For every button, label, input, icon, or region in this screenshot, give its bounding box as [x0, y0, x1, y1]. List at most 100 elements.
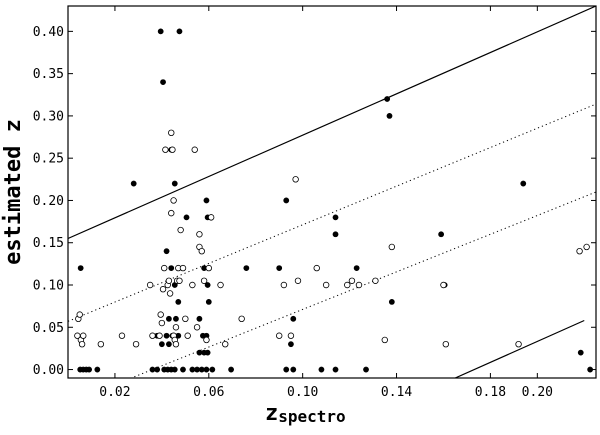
data-point-open	[176, 277, 183, 284]
data-point-filled	[204, 349, 211, 356]
data-point-open	[118, 332, 126, 339]
x-tick-label: 0.20	[522, 385, 553, 400]
data-point-open	[146, 281, 154, 289]
data-point-open	[191, 146, 198, 153]
data-point-open	[193, 324, 201, 331]
data-point-open	[442, 340, 450, 348]
x-tick-label: 0.06	[193, 385, 224, 400]
reference-line-dotted	[130, 191, 596, 378]
data-point-open	[280, 281, 288, 289]
data-point-open	[381, 336, 388, 344]
x-axis-title: zspectro	[265, 401, 346, 426]
data-point-open	[313, 264, 320, 272]
data-point-filled	[384, 96, 391, 102]
data-point-filled	[205, 299, 212, 305]
data-point-open	[198, 247, 205, 255]
data-point-filled	[318, 366, 325, 373]
data-point-open	[322, 281, 330, 289]
data-point-filled	[175, 299, 182, 305]
data-point-open	[196, 231, 203, 238]
data-point-open	[97, 340, 105, 348]
data-point-filled	[166, 341, 172, 348]
data-point-filled	[154, 366, 161, 373]
reference-line-dotted	[68, 103, 596, 322]
data-point-filled	[332, 214, 339, 221]
y-tick-label: 0.35	[33, 67, 64, 82]
data-point-open	[287, 332, 295, 339]
data-point-open	[78, 340, 86, 348]
data-point-open	[161, 264, 168, 272]
data-point-filled	[168, 265, 175, 271]
y-axis-title: estimated z	[1, 119, 26, 265]
data-point-open	[172, 324, 180, 331]
data-point-filled	[353, 265, 360, 271]
data-point-filled	[171, 180, 178, 187]
data-point-filled	[94, 366, 101, 373]
data-point-open	[372, 277, 379, 284]
data-point-open	[294, 277, 302, 284]
data-point-open	[355, 281, 363, 289]
data-point-open	[292, 176, 299, 183]
data-point-filled	[204, 282, 211, 288]
x-tick-label: 0.02	[99, 385, 130, 400]
data-point-open	[158, 319, 166, 327]
data-point-open	[162, 146, 169, 153]
data-point-filled	[388, 299, 395, 305]
data-point-filled	[577, 349, 584, 356]
marks-layer	[68, 6, 596, 378]
data-point-filled	[438, 231, 445, 238]
data-point-filled	[332, 231, 339, 238]
data-point-open	[165, 277, 173, 284]
data-point-open	[170, 197, 177, 204]
data-point-open	[132, 340, 140, 348]
x-tick-label: 0.18	[475, 385, 506, 400]
data-point-filled	[283, 366, 290, 373]
data-point-open	[179, 264, 187, 272]
data-point-open	[576, 247, 583, 255]
data-point-open	[76, 311, 83, 318]
data-point-filled	[283, 197, 290, 204]
data-point-open	[238, 315, 245, 323]
data-point-open	[149, 332, 156, 339]
data-point-open	[348, 277, 356, 284]
y-tick-label: 0.30	[33, 109, 64, 124]
data-point-filled	[166, 315, 172, 322]
data-point-filled	[209, 366, 216, 373]
data-point-open	[222, 340, 229, 348]
data-point-open	[166, 290, 174, 297]
data-point-open	[184, 332, 191, 339]
data-point-filled	[203, 366, 210, 373]
data-point-filled	[163, 332, 170, 339]
data-point-open	[177, 226, 184, 234]
y-tick-label: 0.05	[33, 321, 64, 336]
data-point-filled	[180, 366, 186, 373]
data-point-filled	[157, 28, 164, 35]
ticks-layer: 0.02 0.06 0.10 0.14 0.18 0.20 0.00 0.05 0.10 0.15…	[33, 6, 596, 400]
data-point-open	[205, 264, 212, 272]
data-point-open	[182, 315, 189, 323]
data-point-filled	[520, 180, 527, 187]
data-point-filled	[176, 28, 183, 35]
data-point-filled	[196, 315, 203, 322]
data-point-filled	[171, 366, 178, 373]
y-tick-label: 0.40	[33, 25, 64, 40]
data-point-filled	[77, 265, 84, 271]
data-point-open	[388, 243, 396, 251]
data-point-open	[168, 129, 175, 137]
data-point-filled	[363, 366, 369, 373]
data-point-filled	[86, 366, 93, 373]
data-point-open	[172, 340, 180, 348]
data-point-open	[217, 281, 224, 289]
y-tick-label: 0.00	[33, 363, 64, 378]
data-point-open	[203, 336, 210, 344]
data-point-filled	[158, 341, 165, 348]
data-point-filled	[163, 248, 170, 255]
x-axis-title-main: z	[265, 401, 278, 426]
x-axis-title-sub: spectro	[278, 407, 345, 426]
x-tick-label: 0.10	[287, 385, 318, 400]
plot-frame	[67, 5, 597, 379]
y-tick-label: 0.15	[33, 236, 64, 251]
data-point-open	[157, 311, 164, 318]
data-point-open	[440, 281, 447, 289]
